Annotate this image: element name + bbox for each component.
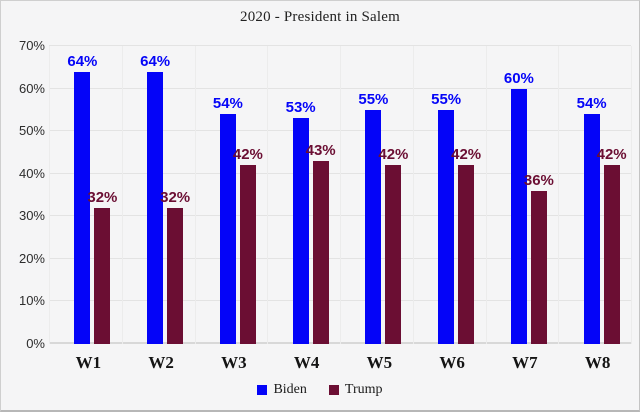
bar-group-w7: 60% 36%	[493, 46, 566, 344]
gridline-vertical	[631, 46, 632, 344]
chart-title: 2020 - President in Salem	[240, 9, 400, 25]
bar-group-w8: 54% 42%	[565, 46, 638, 344]
trump-bar: 42%	[451, 146, 481, 344]
x-axis-label-w8: W8	[584, 353, 611, 372]
biden-bar: 55%	[358, 91, 388, 344]
biden-bar: 64%	[67, 53, 97, 344]
bar-groups: 64% 32% 64% 32% 54% 42% 53% 43% 55% 42% 55% 42% 60% 3…	[49, 46, 631, 344]
trump-bar: 42%	[597, 146, 627, 344]
trump-bar: 42%	[233, 146, 263, 344]
trump-bar-label: 36%	[523, 171, 554, 189]
y-axis-label: 50%	[18, 123, 45, 139]
trump-bar-label: 32%	[160, 188, 191, 206]
trump-bar-label: 42%	[378, 146, 409, 164]
biden-bar-label: 60%	[503, 69, 534, 87]
trump-bar: 42%	[378, 146, 408, 344]
biden-bar-label: 55%	[431, 90, 462, 108]
gridline-vertical	[121, 46, 123, 344]
trump-bar-label: 43%	[305, 141, 336, 159]
biden-bar-label: 53%	[285, 99, 316, 117]
x-axis-label-w7: W7	[512, 353, 538, 372]
bar-group-w1: 64% 32%	[56, 46, 129, 344]
biden-bar-label: 55%	[358, 90, 389, 108]
plot-area: 64% 32% 64% 32% 54% 42% 53% 43% 55% 42% 55% 42% 60% 3…	[49, 45, 632, 344]
biden-bar-label: 54%	[212, 95, 243, 113]
gridline-vertical	[194, 46, 196, 344]
bar-group-w5: 55% 42%	[347, 46, 420, 344]
biden-bar: 54%	[577, 95, 607, 344]
biden-bar-label: 54%	[576, 95, 607, 113]
biden-swatch-icon	[257, 385, 268, 395]
y-axis-label: 70%	[18, 38, 45, 53]
y-axis-label: 10%	[18, 293, 45, 309]
gridline-vertical	[558, 46, 560, 344]
gridline-vertical	[485, 46, 487, 344]
legend-label-trump: Trump	[344, 382, 383, 397]
biden-bar-label: 64%	[67, 52, 98, 70]
legend: Biden Trump	[1, 382, 639, 398]
bar-group-w2: 64% 32%	[129, 46, 202, 344]
legend-item-trump: Trump	[328, 382, 383, 398]
y-axis-label: 20%	[18, 250, 45, 266]
biden-bar: 55%	[431, 91, 461, 344]
y-axis-label: 40%	[18, 165, 45, 181]
trump-bar: 43%	[306, 142, 336, 344]
biden-bar: 60%	[504, 70, 534, 344]
trump-bar: 32%	[160, 189, 190, 344]
biden-bar-label: 64%	[140, 52, 171, 70]
x-axis-label-w6: W6	[439, 353, 465, 372]
biden-bar: 64%	[140, 53, 170, 344]
x-axis-labels: W1 W2 W3 W4 W5 W6 W7 W8	[49, 353, 631, 373]
trump-bar-label: 32%	[87, 188, 118, 206]
gridline-vertical	[49, 46, 50, 344]
bar-group-w4: 53% 43%	[274, 46, 347, 344]
x-axis-label-w5: W5	[366, 353, 393, 372]
trump-bar-label: 42%	[232, 146, 263, 164]
trump-bar: 32%	[87, 189, 117, 344]
y-axis-label: 0%	[26, 336, 45, 351]
biden-bar: 54%	[213, 95, 243, 344]
x-axis-label-w1: W1	[75, 353, 102, 372]
y-axis-label: 60%	[18, 80, 45, 96]
y-axis-label: 30%	[18, 208, 45, 224]
biden-bar: 53%	[286, 99, 316, 344]
gridline-vertical	[267, 46, 269, 344]
gridline-vertical	[412, 46, 414, 344]
trump-swatch-icon	[328, 385, 339, 395]
trump-bar-label: 42%	[596, 146, 627, 164]
x-axis-label-w4: W4	[293, 353, 320, 372]
gridline-vertical	[340, 46, 341, 344]
legend-item-biden: Biden	[257, 382, 307, 398]
gridline-horizontal	[49, 45, 631, 46]
legend-label-biden: Biden	[273, 382, 307, 397]
trump-bar: 36%	[524, 172, 554, 344]
x-axis-label-w3: W3	[221, 353, 247, 372]
trump-bar-label: 42%	[451, 146, 482, 164]
x-axis-label-w2: W2	[148, 353, 174, 372]
bar-group-w3: 54% 42%	[202, 46, 275, 344]
bar-group-w6: 55% 42%	[420, 46, 493, 344]
